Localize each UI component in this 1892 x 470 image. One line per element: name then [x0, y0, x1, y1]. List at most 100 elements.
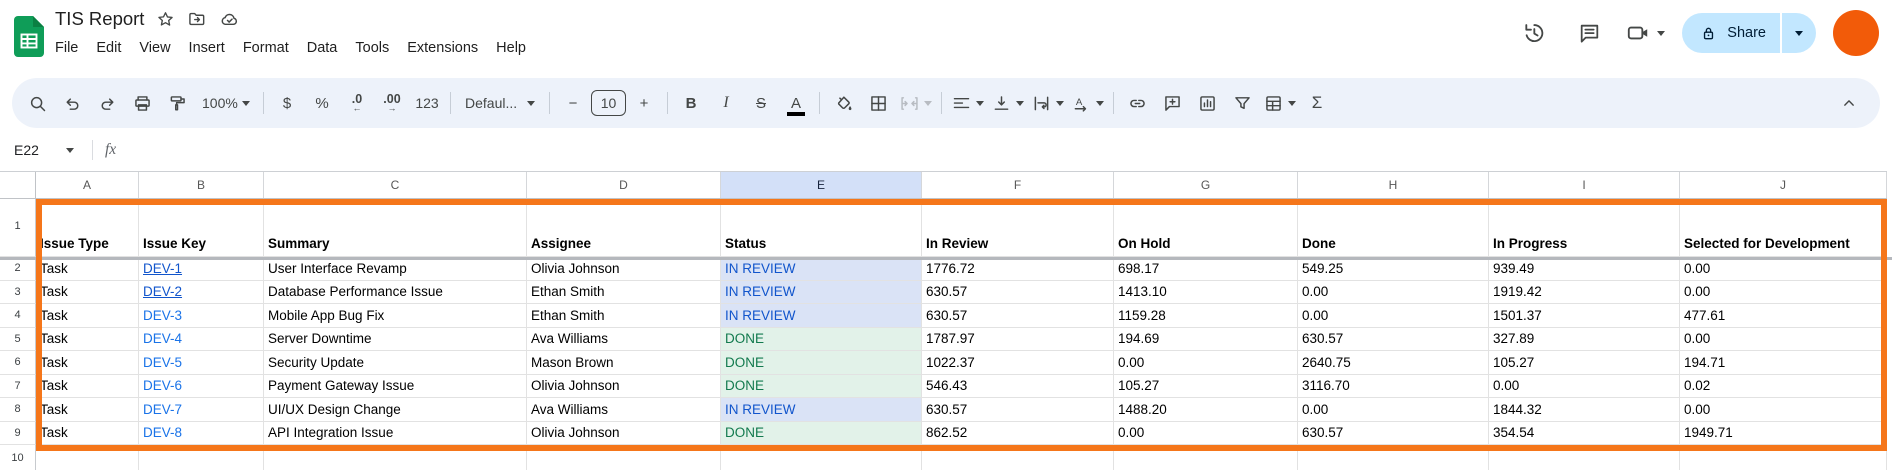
cell-C9[interactable]: API Integration Issue: [264, 421, 527, 445]
row-header-5[interactable]: 5: [0, 327, 36, 351]
cell-D10[interactable]: [527, 445, 721, 470]
cell-G1[interactable]: On Hold: [1114, 199, 1298, 257]
table-views-button[interactable]: [1260, 85, 1299, 121]
frozen-row-divider[interactable]: [0, 257, 1892, 260]
cell-I10[interactable]: [1489, 445, 1680, 470]
cell-H9[interactable]: 630.57: [1298, 421, 1489, 445]
cell-D6[interactable]: Mason Brown: [527, 351, 721, 375]
cell-C8[interactable]: UI/UX Design Change: [264, 398, 527, 422]
row-header-3[interactable]: 3: [0, 280, 36, 304]
col-header-H[interactable]: H: [1298, 172, 1489, 198]
more-formats-button[interactable]: 123: [415, 95, 439, 111]
cell-J5[interactable]: 0.00: [1680, 327, 1887, 351]
text-rotation-button[interactable]: A: [1068, 85, 1107, 121]
cell-B6[interactable]: DEV-5: [139, 351, 264, 375]
cell-G5[interactable]: 194.69: [1114, 327, 1298, 351]
cell-I2[interactable]: 939.49: [1489, 257, 1680, 281]
join-call-button[interactable]: [1625, 20, 1666, 46]
cell-E10[interactable]: [721, 445, 922, 470]
italic-button[interactable]: I: [723, 94, 729, 111]
cell-D1[interactable]: Assignee: [527, 199, 721, 257]
grid-corner[interactable]: [0, 172, 36, 198]
cell-G6[interactable]: 0.00: [1114, 351, 1298, 375]
col-header-D[interactable]: D: [527, 172, 721, 198]
cell-J9[interactable]: 1949.71: [1680, 421, 1887, 445]
cell-A8[interactable]: Task: [36, 398, 139, 422]
cell-F7[interactable]: 546.43: [922, 374, 1114, 398]
paint-format-button[interactable]: [160, 85, 194, 121]
print-button[interactable]: [125, 85, 159, 121]
cell-A1[interactable]: Issue Type: [36, 199, 139, 257]
cell-E2[interactable]: IN REVIEW: [721, 257, 922, 281]
menu-data[interactable]: Data: [306, 40, 338, 56]
star-icon[interactable]: [156, 10, 175, 29]
cell-G3[interactable]: 1413.10: [1114, 280, 1298, 304]
cell-B4[interactable]: DEV-3: [139, 304, 264, 328]
row-header-1[interactable]: 1: [0, 199, 36, 257]
text-wrap-button[interactable]: [1028, 85, 1067, 121]
create-filter-button[interactable]: [1225, 85, 1259, 121]
cell-E3[interactable]: IN REVIEW: [721, 280, 922, 304]
font-size-input[interactable]: 10: [591, 90, 626, 116]
cell-F6[interactable]: 1022.37: [922, 351, 1114, 375]
row-header-4[interactable]: 4: [0, 304, 36, 328]
strikethrough-button[interactable]: S: [755, 94, 766, 112]
menu-insert[interactable]: Insert: [188, 40, 225, 56]
cell-I1[interactable]: In Progress: [1489, 199, 1680, 257]
cell-B5[interactable]: DEV-4: [139, 327, 264, 351]
issue-link-dev-7[interactable]: DEV-7: [143, 401, 183, 417]
cell-B7[interactable]: DEV-6: [139, 374, 264, 398]
increase-font-size-button[interactable]: +: [639, 94, 649, 112]
row-header-2[interactable]: 2: [0, 257, 36, 281]
cell-B9[interactable]: DEV-8: [139, 421, 264, 445]
cell-E7[interactable]: DONE: [721, 374, 922, 398]
hide-menus-button[interactable]: [1832, 85, 1866, 121]
cell-J3[interactable]: 0.00: [1680, 280, 1887, 304]
col-header-B[interactable]: B: [139, 172, 264, 198]
cell-D4[interactable]: Ethan Smith: [527, 304, 721, 328]
formula-input[interactable]: [116, 129, 1892, 171]
merge-cells-button[interactable]: [896, 85, 935, 121]
decrease-font-size-button[interactable]: −: [568, 94, 578, 112]
cell-A7[interactable]: Task: [36, 374, 139, 398]
borders-button[interactable]: [861, 85, 895, 121]
cell-E9[interactable]: DONE: [721, 421, 922, 445]
account-avatar[interactable]: [1833, 10, 1879, 56]
cell-G9[interactable]: 0.00: [1114, 421, 1298, 445]
cell-I9[interactable]: 354.54: [1489, 421, 1680, 445]
cell-C5[interactable]: Server Downtime: [264, 327, 527, 351]
cell-H3[interactable]: 0.00: [1298, 280, 1489, 304]
cell-I4[interactable]: 1501.37: [1489, 304, 1680, 328]
horizontal-align-button[interactable]: [948, 85, 987, 121]
row-header-6[interactable]: 6: [0, 351, 36, 375]
cell-H7[interactable]: 3116.70: [1298, 374, 1489, 398]
cloud-saved-icon[interactable]: [219, 9, 240, 30]
col-header-I[interactable]: I: [1489, 172, 1680, 198]
move-to-folder-icon[interactable]: [187, 9, 207, 29]
cell-A3[interactable]: Task: [36, 280, 139, 304]
cell-D3[interactable]: Ethan Smith: [527, 280, 721, 304]
cell-D8[interactable]: Ava Williams: [527, 398, 721, 422]
cell-A2[interactable]: Task: [36, 257, 139, 281]
menu-format[interactable]: Format: [242, 40, 289, 56]
cell-C4[interactable]: Mobile App Bug Fix: [264, 304, 527, 328]
cell-H10[interactable]: [1298, 445, 1489, 470]
comments-icon[interactable]: [1570, 14, 1608, 52]
cell-G7[interactable]: 105.27: [1114, 374, 1298, 398]
share-dropdown-caret-icon[interactable]: [1782, 13, 1816, 53]
cell-H8[interactable]: 0.00: [1298, 398, 1489, 422]
undo-button[interactable]: [55, 85, 89, 121]
decrease-decimals-button[interactable]: .0 ←: [351, 91, 363, 114]
cell-J1[interactable]: Selected for Development: [1680, 199, 1887, 257]
cell-I8[interactable]: 1844.32: [1489, 398, 1680, 422]
search-menus-button[interactable]: [20, 85, 54, 121]
cell-A10[interactable]: [36, 445, 139, 470]
issue-link-dev-4[interactable]: DEV-4: [143, 331, 183, 347]
cell-F10[interactable]: [922, 445, 1114, 470]
menu-edit[interactable]: Edit: [96, 40, 122, 56]
cell-G10[interactable]: [1114, 445, 1298, 470]
cell-E6[interactable]: DONE: [721, 351, 922, 375]
redo-button[interactable]: [90, 85, 124, 121]
menu-file[interactable]: File: [55, 40, 79, 56]
cell-F9[interactable]: 862.52: [922, 421, 1114, 445]
